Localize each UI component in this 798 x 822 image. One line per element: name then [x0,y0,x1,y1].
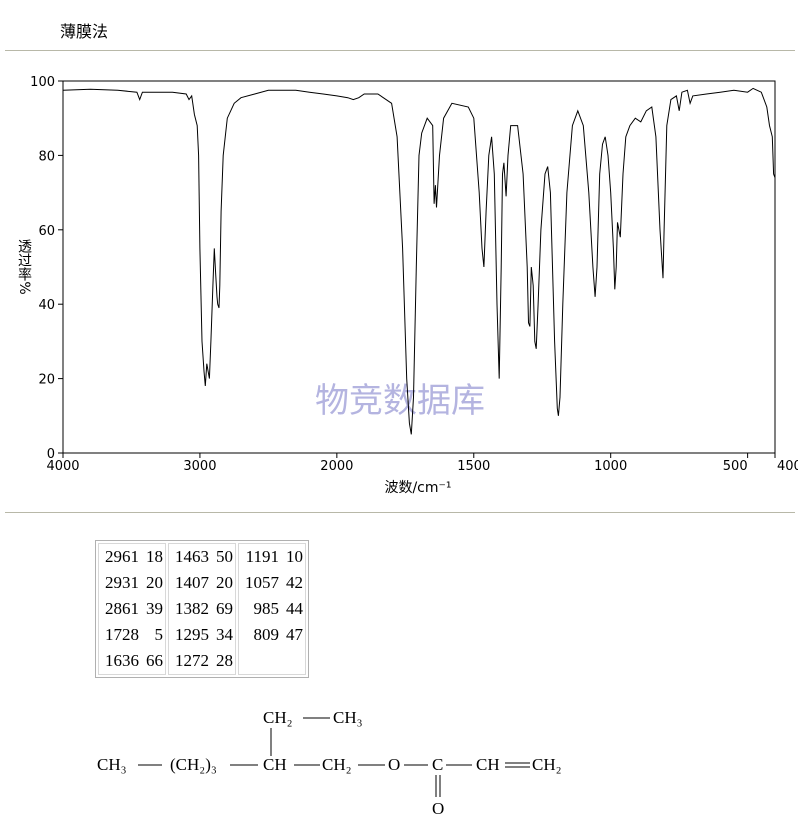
wavenumber: 1728 [105,625,139,644]
y-tick-label: 0 [47,447,55,462]
atom-label: CH₂ [322,755,352,774]
chart: 物竞数据库 波数/cm⁻¹ 透过率% 4000 3000 2000 1500 1000 5… [16,75,798,496]
peak-table: 2961 18 2931 20 2861 39 1728 5 1636 66 1463 50 1407 2… [95,540,309,678]
x-tick-label: 1500 [457,459,490,474]
wavenumber: 1057 [245,573,279,592]
table-row: 2961 18 [101,544,163,570]
wavenumber: 2861 [105,599,139,618]
transmittance: 39 [146,599,163,618]
atom-label: CH₂ [263,708,293,727]
table-row: 1191 10 [241,544,303,570]
atom-label: CH₂ [532,755,562,774]
transmittance: 47 [286,625,303,644]
table-column: 2961 18 2931 20 2861 39 1728 5 1636 66 [98,543,166,675]
transmittance: 5 [154,625,164,644]
x-tick-label: 3000 [183,459,216,474]
wavenumber: 1407 [175,573,209,592]
x-tick-label: 2000 [320,459,353,474]
y-tick-label: 100 [30,75,55,90]
separator [5,50,795,51]
plot-frame [62,80,776,454]
atom-label: C [432,755,443,774]
wavenumber: 985 [253,599,280,618]
separator [5,512,795,513]
table-row: 985 44 [241,596,304,622]
table-row: 809 47 [241,622,304,648]
transmittance: 50 [216,547,233,566]
atom-label: CH [263,755,287,774]
atom-label: O [432,799,444,818]
table-row: 1272 28 [171,648,233,674]
table-row: 1407 20 [171,570,233,596]
wavenumber: 809 [253,625,280,644]
y-axis-label: 透过率% [16,239,32,294]
transmittance: 20 [146,573,163,592]
transmittance: 42 [286,573,303,592]
wavenumber: 1636 [105,651,139,670]
transmittance: 10 [286,547,303,566]
wavenumber: 1191 [245,547,279,566]
transmittance: 44 [286,599,303,618]
table-column: 1191 10 1057 42 985 44 809 47 [238,543,306,675]
table-row: 1463 50 [171,544,233,570]
table-row: 1728 5 [101,622,163,648]
x-tick-label: 500 [723,459,748,474]
wavenumber: 1295 [175,625,209,644]
table-row: 2931 20 [101,570,163,596]
atom-label: (CH₂)₃ [170,755,217,774]
transmittance: 18 [146,547,163,566]
spectrum-line [62,87,776,435]
transmittance: 20 [216,573,233,592]
x-tick-label: 400 [777,459,798,474]
transmittance: 28 [216,651,233,670]
table-row: 1382 69 [171,596,233,622]
structure: CH₃ (CH₂)₃ CH CH₂ O C CH CH₂ CH₂ CH₃ O [97,708,562,818]
x-axis-label: 波数/cm⁻¹ [384,480,451,496]
table-row: 1295 34 [171,622,233,648]
y-tick-label: 40 [38,298,55,313]
table-row: 2861 39 [101,596,163,622]
table-column: 1463 50 1407 20 1382 69 1295 34 1272 28 [168,543,236,675]
wavenumber: 1463 [175,547,209,566]
atom-label: CH₃ [333,708,363,727]
x-tick-label: 1000 [594,459,627,474]
wavenumber: 1272 [175,651,209,670]
wavenumber: 2931 [105,573,139,592]
atom-label: CH₃ [97,755,127,774]
transmittance: 34 [216,625,233,644]
y-tick-label: 80 [38,149,55,164]
y-tick-label: 20 [38,373,55,388]
y-tick-label: 60 [38,224,55,239]
page-title: 薄膜法 [60,22,109,41]
table-row: 1636 66 [101,648,163,674]
transmittance: 66 [146,651,163,670]
watermark: 物竞数据库 [315,381,485,421]
table-row: 1057 42 [241,570,303,596]
atom-label: CH [476,755,500,774]
wavenumber: 1382 [175,599,209,618]
atom-label: O [388,755,400,774]
wavenumber: 2961 [105,547,139,566]
transmittance: 69 [216,599,233,618]
x-tick-label: 4000 [46,459,79,474]
